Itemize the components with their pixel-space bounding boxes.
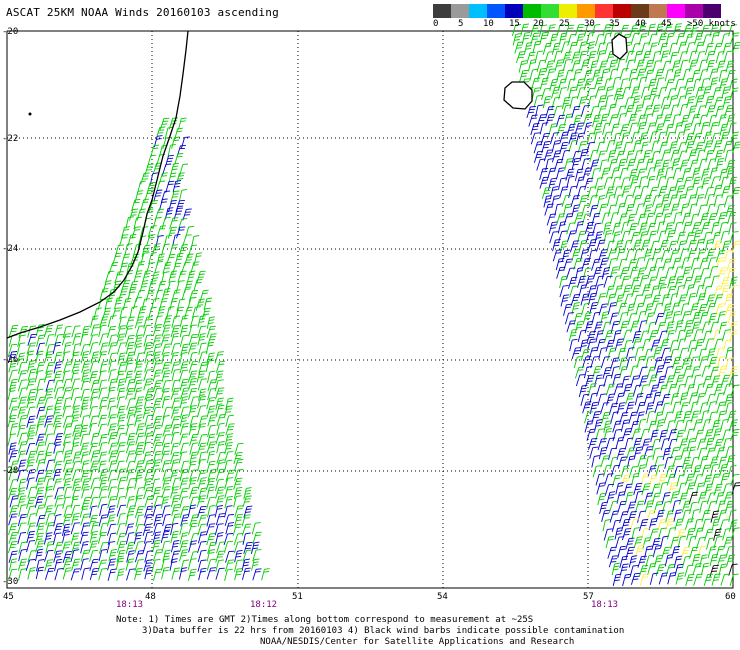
legend-swatch <box>685 4 703 18</box>
map-title: ASCAT 25KM NOAA Winds 20160103 ascending <box>6 6 279 19</box>
legend-tick-label: 15 <box>509 19 520 29</box>
legend-tick-label: 5 <box>458 19 464 29</box>
legend-tick-label: 10 <box>483 19 494 29</box>
legend-tick-label: 40 <box>635 19 646 29</box>
legend-tick-label: >50 knots <box>687 19 736 29</box>
legend-swatch <box>433 4 451 18</box>
wind-barbs-right-swath <box>511 23 740 587</box>
map-frame <box>6 30 734 589</box>
legend-tick-label: 20 <box>533 19 544 29</box>
wind-barbs-left-swath <box>7 117 270 582</box>
x-axis-label-2: 51 <box>292 592 303 602</box>
legend-swatch <box>613 4 631 18</box>
legend-swatch <box>487 4 505 18</box>
legend-swatch <box>577 4 595 18</box>
note-line-2: 3)Data buffer is 22 hrs from 20160103 4)… <box>142 626 625 636</box>
x-axis-label-5: 60 <box>725 592 736 602</box>
time-label-left: 18:13 <box>116 600 144 610</box>
legend-swatch <box>595 4 613 18</box>
grid-lines <box>7 31 733 588</box>
x-axis-label-3: 54 <box>437 592 448 602</box>
island-mauritius <box>611 33 628 60</box>
note-line-1: Note: 1) Times are GMT 2)Times along bot… <box>116 615 534 625</box>
legend-swatch <box>649 4 667 18</box>
legend-swatch <box>631 4 649 18</box>
y-axis-label-0: -20 <box>2 27 19 37</box>
island-reunion <box>503 81 533 110</box>
y-axis-label-2: -24 <box>2 244 19 254</box>
legend-tick-label: 25 <box>559 19 570 29</box>
y-axis-label-4: -28 <box>2 466 19 476</box>
legend-swatch <box>523 4 541 18</box>
legend-swatch <box>559 4 577 18</box>
x-axis-label-4: 57 <box>583 592 594 602</box>
y-axis-label-1: -22 <box>2 134 19 144</box>
note-line-3: NOAA/NESDIS/Center for Satellite Applica… <box>260 637 575 647</box>
legend-tick-label: 35 <box>609 19 620 29</box>
legend-swatch <box>469 4 487 18</box>
legend-tick-label: 0 <box>433 19 439 29</box>
legend-tick-label: 30 <box>584 19 595 29</box>
legend-tick-label: 45 <box>661 19 672 29</box>
time-label-middle: 18:12 <box>250 600 278 610</box>
legend-swatch <box>505 4 523 18</box>
wind-speed-legend: 0 5 10 15 20 25 30 35 40 45 >50 knots <box>433 4 736 32</box>
legend-swatch <box>703 4 721 18</box>
legend-swatch <box>667 4 685 18</box>
y-axis-label-5: -30 <box>2 577 19 587</box>
legend-swatch <box>541 4 559 18</box>
legend-swatch <box>451 4 469 18</box>
time-label-right: 18:13 <box>591 600 619 610</box>
coastline-madagascar <box>6 30 189 339</box>
x-axis-label-0: 45 <box>3 592 14 602</box>
y-axis-label-3: -26 <box>2 355 19 365</box>
x-axis-label-1: 48 <box>145 592 156 602</box>
